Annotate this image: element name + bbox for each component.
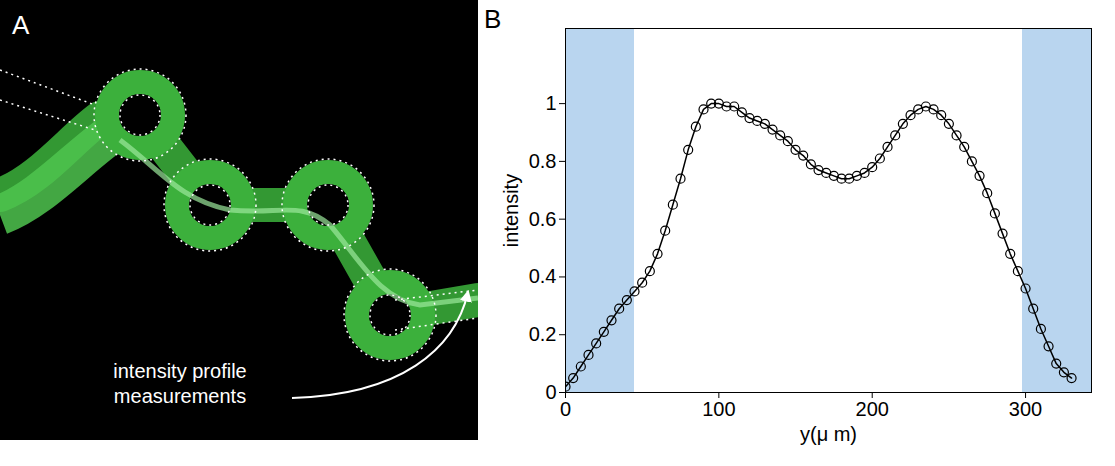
svg-text:y(μ m): y(μ m) — [800, 423, 857, 445]
svg-text:0: 0 — [545, 381, 556, 403]
svg-text:200: 200 — [856, 398, 889, 420]
svg-text:100: 100 — [702, 398, 735, 420]
svg-text:A: A — [12, 10, 30, 40]
svg-text:intensity profile: intensity profile — [113, 360, 246, 382]
svg-text:300: 300 — [1009, 398, 1042, 420]
svg-text:0.6: 0.6 — [529, 208, 557, 230]
html-text:B: B — [484, 4, 502, 34]
svg-text:measurements: measurements — [114, 385, 246, 407]
svg-text:0.4: 0.4 — [529, 265, 557, 287]
svg-text:intensity: intensity — [500, 174, 522, 247]
svg-text:0: 0 — [560, 398, 571, 420]
svg-text:1: 1 — [545, 92, 556, 114]
svg-text:0.8: 0.8 — [529, 150, 557, 172]
svg-text:0.2: 0.2 — [529, 323, 557, 345]
